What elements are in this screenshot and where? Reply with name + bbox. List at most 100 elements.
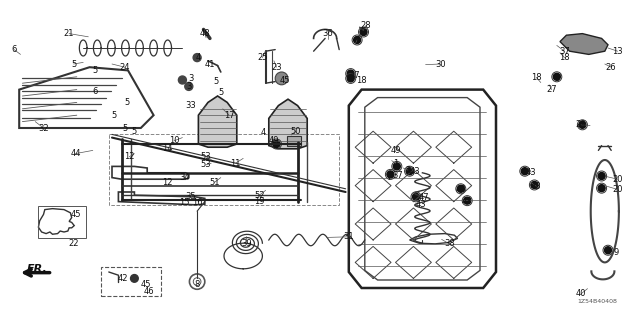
- Circle shape: [598, 185, 605, 192]
- Text: 16: 16: [192, 198, 202, 207]
- Text: 5: 5: [111, 111, 116, 120]
- Circle shape: [458, 185, 464, 192]
- Circle shape: [394, 163, 400, 170]
- Text: 20: 20: [612, 185, 623, 194]
- Text: 5: 5: [122, 124, 127, 132]
- Polygon shape: [198, 96, 237, 147]
- Text: 52: 52: [254, 191, 264, 200]
- Text: 4: 4: [196, 53, 201, 62]
- Text: 32: 32: [38, 124, 49, 132]
- Text: 50: 50: [291, 127, 301, 136]
- Text: 49: 49: [390, 146, 401, 155]
- Text: 15: 15: [179, 198, 189, 207]
- Text: 20: 20: [612, 175, 623, 184]
- Text: 31: 31: [344, 232, 354, 241]
- Text: 14: 14: [163, 144, 173, 153]
- Text: 17: 17: [224, 111, 234, 120]
- Circle shape: [273, 140, 280, 148]
- Text: 21: 21: [64, 29, 74, 38]
- Text: 6: 6: [92, 87, 97, 96]
- Text: 11: 11: [230, 159, 241, 168]
- Circle shape: [554, 73, 560, 80]
- Text: 35: 35: [186, 192, 196, 201]
- Text: 37: 37: [559, 47, 570, 56]
- Text: 33: 33: [186, 101, 196, 110]
- Polygon shape: [269, 99, 307, 149]
- Text: 24: 24: [120, 63, 130, 72]
- Circle shape: [413, 193, 419, 200]
- Text: 18: 18: [531, 73, 541, 82]
- Circle shape: [464, 197, 470, 204]
- Bar: [287, 136, 301, 146]
- Text: 2: 2: [406, 166, 411, 175]
- Text: 38: 38: [444, 239, 454, 248]
- Text: 42: 42: [118, 274, 128, 283]
- Text: 5: 5: [218, 88, 223, 97]
- Circle shape: [360, 28, 367, 36]
- Text: 9: 9: [613, 248, 618, 257]
- Text: 43: 43: [526, 168, 536, 177]
- Text: 10: 10: [169, 136, 179, 145]
- Text: 27: 27: [547, 85, 557, 94]
- Text: 12: 12: [124, 152, 134, 161]
- Bar: [101, 267, 161, 296]
- Text: 44: 44: [70, 149, 81, 158]
- Circle shape: [348, 70, 354, 77]
- Text: 39: 39: [241, 239, 252, 248]
- Text: 4: 4: [261, 128, 266, 137]
- Text: 43: 43: [416, 200, 426, 209]
- Text: 48: 48: [200, 29, 210, 38]
- Circle shape: [275, 72, 288, 85]
- Text: 28: 28: [361, 21, 371, 30]
- Text: 22: 22: [68, 239, 79, 248]
- Text: 47: 47: [350, 71, 360, 80]
- Text: 45: 45: [70, 210, 81, 219]
- Text: 8: 8: [195, 280, 200, 289]
- Text: 43: 43: [531, 182, 541, 191]
- Text: 47: 47: [419, 193, 429, 202]
- Text: 18: 18: [559, 53, 570, 62]
- Text: 37: 37: [393, 171, 403, 180]
- Text: 3: 3: [186, 82, 191, 91]
- Text: 19: 19: [254, 197, 264, 206]
- Circle shape: [348, 75, 354, 82]
- Text: 25: 25: [257, 53, 268, 62]
- Text: 6: 6: [12, 45, 17, 54]
- Text: 30: 30: [435, 60, 445, 68]
- Circle shape: [387, 171, 394, 178]
- Text: 7: 7: [355, 36, 360, 44]
- Text: 13: 13: [612, 47, 623, 56]
- Text: 7: 7: [387, 173, 392, 182]
- Text: 45: 45: [280, 76, 290, 84]
- Text: 40: 40: [576, 289, 586, 298]
- Text: FR.: FR.: [27, 264, 47, 275]
- Text: 51: 51: [209, 178, 220, 187]
- Circle shape: [605, 247, 611, 254]
- Circle shape: [131, 275, 138, 282]
- Text: 5: 5: [71, 60, 76, 68]
- Text: 1: 1: [393, 159, 398, 168]
- Circle shape: [406, 168, 413, 175]
- Text: 29: 29: [576, 120, 586, 129]
- Text: 41: 41: [205, 60, 215, 68]
- Text: 43: 43: [410, 167, 420, 176]
- Text: 53: 53: [201, 152, 211, 161]
- Text: 43: 43: [462, 197, 472, 206]
- Circle shape: [193, 54, 201, 62]
- Text: 5: 5: [92, 66, 97, 75]
- Circle shape: [579, 121, 586, 128]
- Text: 7: 7: [556, 74, 561, 83]
- Circle shape: [531, 181, 538, 188]
- Text: 34: 34: [179, 173, 189, 182]
- Circle shape: [354, 36, 360, 44]
- Text: 12: 12: [163, 178, 173, 187]
- Text: 23: 23: [271, 63, 282, 72]
- Circle shape: [598, 172, 605, 180]
- Text: 5: 5: [214, 77, 219, 86]
- Text: 3: 3: [188, 74, 193, 83]
- Text: 46: 46: [143, 287, 154, 296]
- Polygon shape: [560, 34, 608, 54]
- Circle shape: [179, 76, 186, 84]
- Circle shape: [185, 83, 193, 91]
- Text: 1Z54B40408: 1Z54B40408: [578, 299, 618, 304]
